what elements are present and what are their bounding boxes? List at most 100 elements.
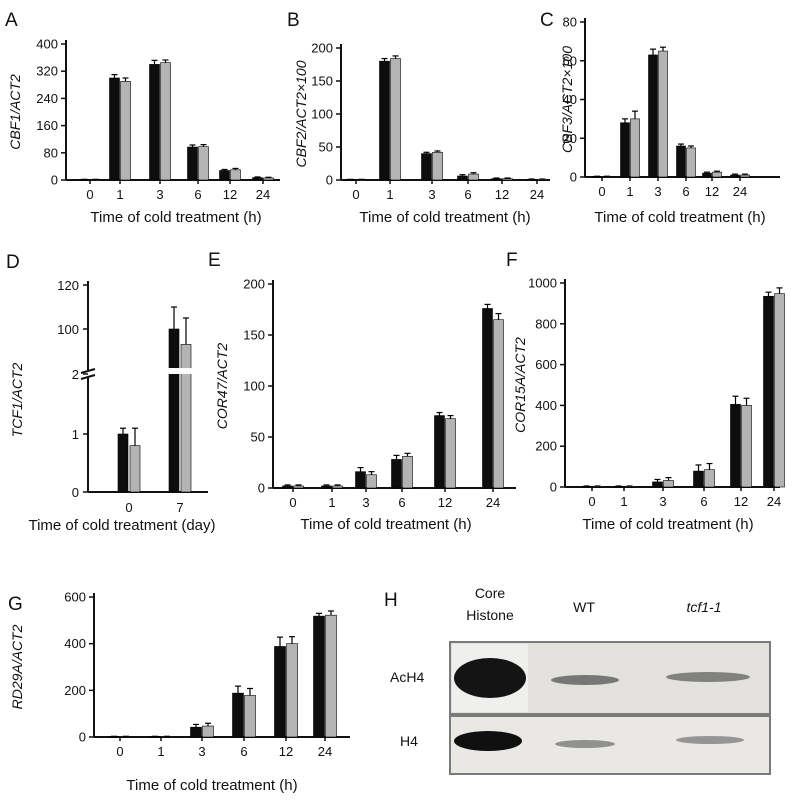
y-tick-label: 0 xyxy=(51,173,58,188)
y-tick-label: 60 xyxy=(563,53,577,68)
panel-letter-b: B xyxy=(287,10,300,31)
x-tick-label: 24 xyxy=(318,744,332,759)
blot-row-ach4: AcH4 xyxy=(390,669,424,685)
x-tick-label: 3 xyxy=(659,494,666,509)
x-tick-label: 6 xyxy=(682,184,689,199)
x-tick-label: 6 xyxy=(464,187,471,202)
blot-column-wt: WT xyxy=(573,599,595,615)
x-tick-label: 0 xyxy=(289,495,296,510)
y-tick-label: 80 xyxy=(563,15,577,30)
y-tick-label: 80 xyxy=(44,145,58,160)
axis-break-mark xyxy=(80,368,96,374)
blot-band-core-ach4 xyxy=(454,658,526,698)
bar-d-s1-7 xyxy=(180,344,192,493)
bar-a-s1-3 xyxy=(160,62,171,181)
blot-band-tcf1-h4 xyxy=(676,736,744,744)
panel-a: A 0 80 160 240 320 400 0 1 3 6 12 24 CBF1/ACT2 Time of… xyxy=(5,10,280,226)
bar-d-s0-7 xyxy=(168,328,180,493)
panel-letter-h: H xyxy=(384,590,398,611)
blot-band-wt-ach4 xyxy=(551,675,619,685)
blot-band-wt-h4 xyxy=(555,740,615,748)
x-tick-label: 0 xyxy=(352,187,359,202)
y-tick-label: 160 xyxy=(36,118,58,133)
x-tick-label: 12 xyxy=(705,184,719,199)
panel-letter-d: D xyxy=(6,252,20,273)
bar-c-s1-6 xyxy=(686,147,696,178)
bar-c-s1-1 xyxy=(630,118,640,178)
x-tick-label: 3 xyxy=(156,187,163,202)
bar-c-s0-3 xyxy=(648,54,658,178)
y-tick-label: 100 xyxy=(57,322,79,337)
bar-g-s1-12 xyxy=(286,643,298,738)
bar-a-s1-6 xyxy=(198,146,209,181)
bar-c-s1-12 xyxy=(712,171,722,178)
x-tick-label: 12 xyxy=(279,744,293,759)
y-tick-label: 100 xyxy=(243,379,265,394)
bar-a-s0-1 xyxy=(109,77,120,181)
x-axis-label: Time of cold treatment (h) xyxy=(90,209,261,226)
bar-f-s1-3 xyxy=(663,480,674,488)
panel-letter-e: E xyxy=(208,250,221,271)
x-axis-label: Time of cold treatment (h) xyxy=(126,777,297,794)
y-tick-label: 0 xyxy=(326,173,333,188)
bar-c-s0-1 xyxy=(620,122,630,178)
panel-c: C 0 20 40 60 80 0 1 3 6 12 24 CBF3/ACT2×100 Time of c… xyxy=(540,10,780,226)
x-axis-label: Time of cold treatment (day) xyxy=(28,517,215,534)
bar-g-s0-6 xyxy=(232,692,244,738)
bar-g-s0-12 xyxy=(274,646,286,738)
panel-b: B 0 50 100 150 200 0 1 3 6 12 24 CBF2/ACT2×100 Time o… xyxy=(287,10,550,226)
x-tick-label: 24 xyxy=(530,187,544,202)
y-tick-label: 0 xyxy=(570,170,577,185)
bar-f-s1-12 xyxy=(741,405,752,488)
x-axis-label: Time of cold treatment (h) xyxy=(594,209,765,226)
bar-b-s1-6 xyxy=(468,173,479,181)
y-axis-label: CBF1/ACT2 xyxy=(7,74,23,150)
x-tick-label: 24 xyxy=(733,184,747,199)
bar-g-s1-6 xyxy=(244,695,256,738)
bar-g-s1-3 xyxy=(202,725,214,738)
x-axis-label: Time of cold treatment (h) xyxy=(300,516,471,533)
bar-f-s1-6 xyxy=(704,469,715,488)
bar-e-s1-1 xyxy=(332,485,343,489)
x-tick-label: 1 xyxy=(620,494,627,509)
x-axis-label: Time of cold treatment (h) xyxy=(582,516,753,533)
y-tick-label: 0 xyxy=(258,481,265,496)
panel-letter-a: A xyxy=(5,10,18,31)
y-tick-label: 800 xyxy=(535,316,557,331)
x-tick-label: 0 xyxy=(86,187,93,202)
bar-e-s1-6 xyxy=(402,456,413,489)
bar-c-s0-6 xyxy=(676,145,686,178)
x-tick-label: 0 xyxy=(588,494,595,509)
bar-e-s1-12 xyxy=(445,418,456,489)
bar-b-s1-3 xyxy=(432,151,443,181)
bar-b-s0-1 xyxy=(379,60,390,181)
blot-band-core-h4 xyxy=(454,731,522,751)
y-tick-label: 200 xyxy=(535,439,557,454)
bar-e-s0-1 xyxy=(321,485,332,489)
y-tick-label: 0 xyxy=(79,730,86,745)
bar-a-s0-24 xyxy=(252,177,263,181)
y-tick-label: 1 xyxy=(72,427,79,442)
bar-e-s0-0 xyxy=(282,485,293,489)
bar-f-s0-12 xyxy=(730,404,741,488)
x-tick-label: 12 xyxy=(223,187,237,202)
y-tick-label: 200 xyxy=(64,683,86,698)
bar-b-s1-12 xyxy=(502,178,513,181)
blot-band-tcf1-ach4 xyxy=(666,672,750,682)
y-tick-label: 240 xyxy=(36,91,58,106)
bar-f-s0-24 xyxy=(763,295,774,488)
bar-f-s1-24 xyxy=(774,293,785,488)
y-tick-label: 400 xyxy=(64,636,86,651)
x-tick-label: 6 xyxy=(398,495,405,510)
x-axis-label: Time of cold treatment (h) xyxy=(359,209,530,226)
bar-g-s0-3 xyxy=(190,726,202,738)
x-tick-label: 1 xyxy=(626,184,633,199)
bar-b-s0-3 xyxy=(421,153,432,181)
blot-column-core-histone-line2: Histone xyxy=(466,607,514,623)
bar-c-s0-12 xyxy=(702,172,712,178)
y-tick-label: 320 xyxy=(36,64,58,79)
y-tick-label: 400 xyxy=(535,398,557,413)
y-axis-label: COR15A/ACT2 xyxy=(512,337,528,433)
x-tick-label: 6 xyxy=(700,494,707,509)
